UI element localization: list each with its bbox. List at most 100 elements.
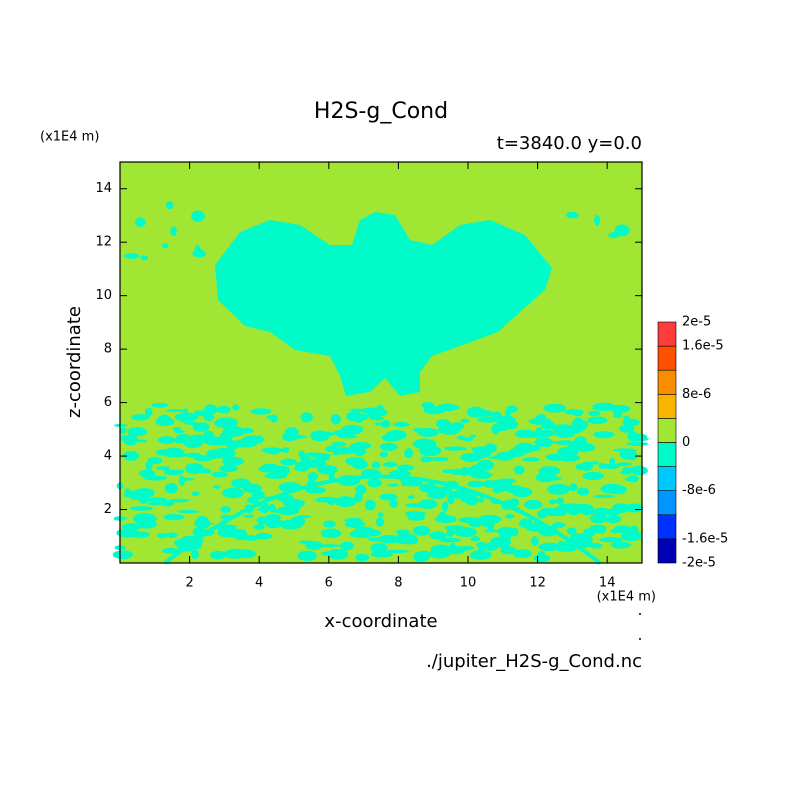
field-region [339, 541, 355, 551]
field-region [621, 467, 637, 471]
field-region [509, 498, 519, 507]
y-tick-label: 2 [104, 502, 112, 517]
field-region [191, 491, 200, 497]
field-region [385, 549, 410, 554]
field-region [505, 514, 515, 519]
field-region [582, 471, 604, 481]
field-region [367, 408, 377, 418]
field-region [540, 476, 562, 481]
field-region [255, 532, 273, 540]
field-region [147, 501, 162, 506]
field-region [538, 468, 546, 478]
field-region [379, 493, 398, 501]
field-region [192, 422, 210, 432]
field-region [128, 531, 151, 538]
colorbar-label: -8e-6 [682, 483, 716, 498]
field-region [344, 520, 366, 528]
field-region [568, 483, 578, 492]
colorbar-band [657, 466, 677, 492]
field-region [374, 422, 382, 426]
field-region [436, 419, 451, 429]
field-region [259, 502, 270, 514]
field-region [404, 511, 426, 516]
field-region [206, 449, 221, 460]
field-region [555, 497, 564, 505]
field-region [284, 501, 302, 511]
field-region [387, 483, 399, 487]
field-region [619, 448, 637, 460]
field-region [497, 526, 516, 537]
colorbar-band [657, 490, 677, 516]
field-region [605, 515, 622, 524]
y-tick-label: 6 [104, 395, 112, 410]
field-region [478, 497, 485, 503]
field-region [551, 522, 566, 529]
field-region [170, 226, 177, 236]
field-region [389, 499, 398, 508]
field-region [456, 435, 466, 440]
field-region [531, 430, 555, 438]
field-region [284, 427, 299, 438]
field-region [445, 545, 466, 555]
field-region [380, 420, 391, 428]
field-region [220, 406, 230, 414]
colorbar-label: 8e-6 [682, 387, 711, 402]
field-region [379, 442, 398, 451]
colorbar-band [657, 538, 677, 564]
field-region [544, 439, 551, 448]
field-region [333, 429, 356, 437]
field-region [122, 523, 142, 530]
field-region [191, 210, 205, 222]
field-region [379, 451, 388, 458]
field-region [417, 428, 439, 437]
field-region [165, 409, 188, 413]
field-region [280, 458, 297, 466]
field-region [348, 412, 369, 422]
field-region [184, 421, 198, 425]
field-region [355, 484, 367, 495]
field-region [540, 421, 556, 430]
field-region [143, 475, 168, 481]
field-region [161, 243, 169, 249]
field-region [371, 461, 381, 469]
field-region [219, 464, 238, 473]
field-region [210, 550, 227, 560]
field-region [483, 546, 495, 550]
field-region [511, 528, 519, 537]
field-region [548, 499, 557, 505]
field-region [186, 452, 194, 458]
field-region [173, 438, 187, 444]
field-region [605, 509, 615, 516]
field-region [430, 456, 449, 462]
field-region [188, 434, 207, 445]
field-region [151, 402, 169, 408]
field-region [577, 488, 587, 495]
field-region [166, 201, 174, 210]
field-region [161, 499, 175, 507]
field-region [449, 468, 466, 475]
y-unit: (x1E4 m) [40, 130, 99, 145]
field-region [119, 428, 127, 434]
field-region [414, 551, 430, 562]
field-region [193, 410, 209, 417]
field-region [174, 412, 199, 422]
colorbar-label: 0 [682, 435, 690, 450]
field-region [441, 501, 449, 512]
colorbar-band [657, 442, 677, 467]
y-tick-label: 8 [104, 342, 112, 357]
field-region [530, 536, 539, 546]
field-region [484, 529, 498, 533]
field-region [420, 456, 433, 463]
field-region [164, 482, 178, 494]
field-region [270, 414, 278, 423]
field-region [156, 532, 169, 539]
x-tick-label: 12 [529, 576, 546, 591]
field-region [514, 465, 525, 475]
field-region [624, 477, 635, 482]
field-region [370, 550, 393, 558]
field-region [511, 487, 533, 498]
field-region [589, 513, 608, 524]
y-tick-label: 4 [104, 449, 112, 464]
field-region [627, 431, 639, 442]
